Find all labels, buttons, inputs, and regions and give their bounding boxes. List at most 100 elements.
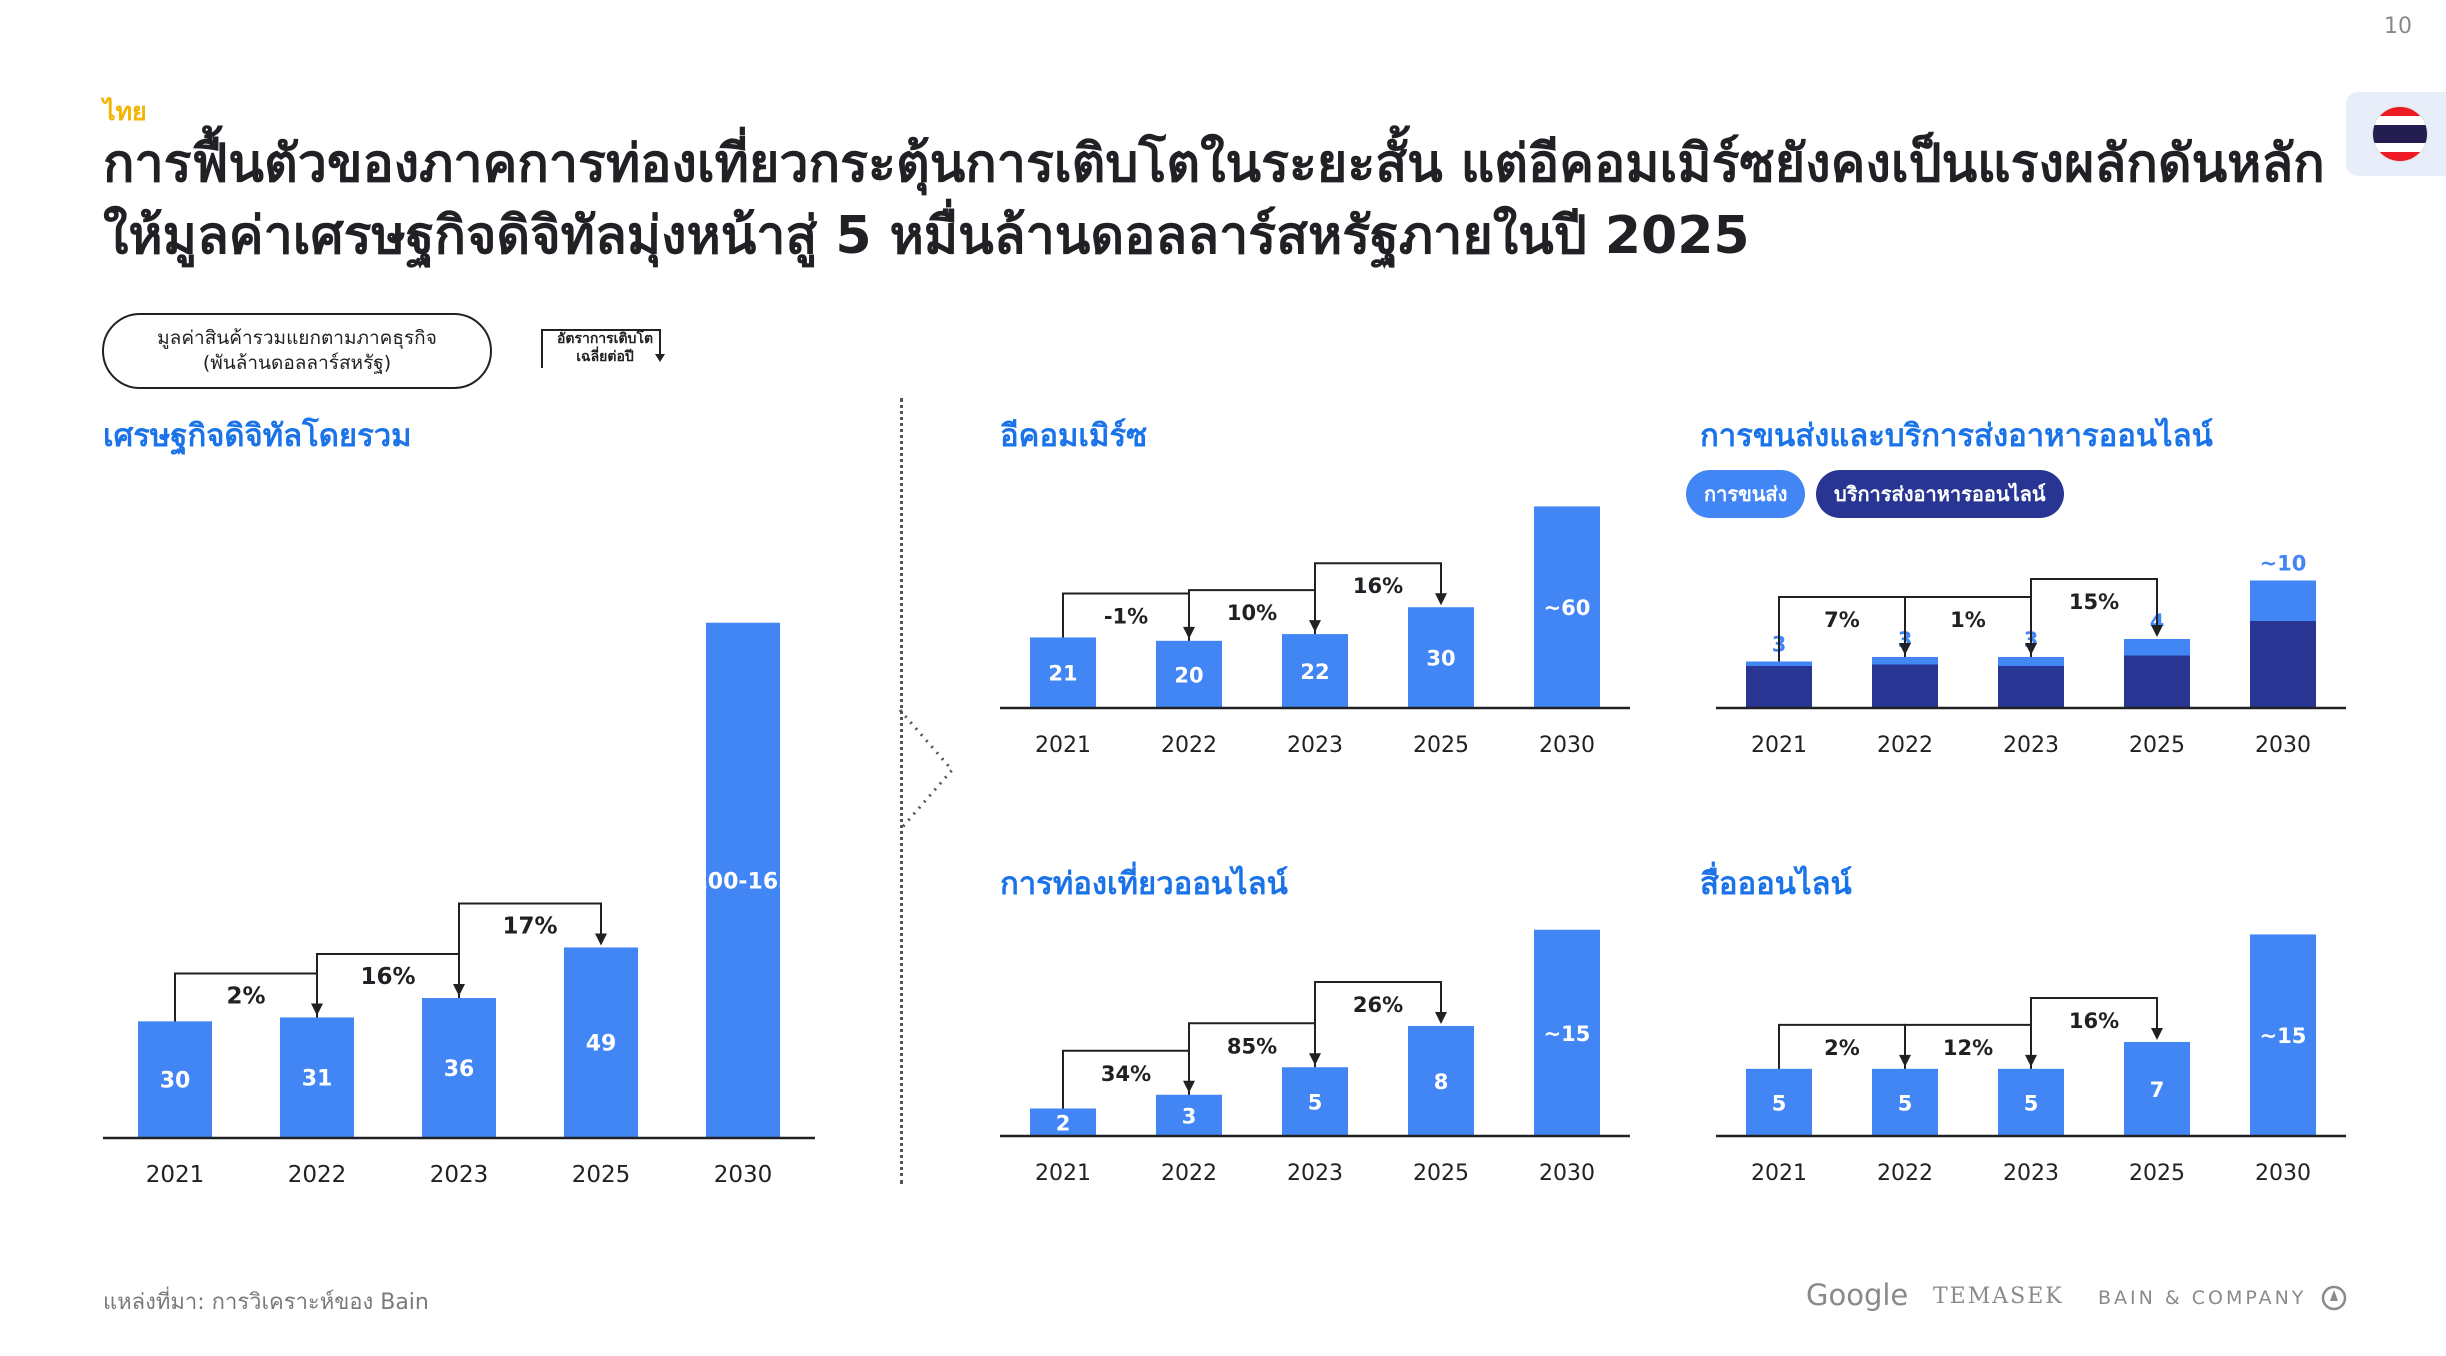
- cagr-label-ecommerce-3: 16%: [1353, 574, 1403, 598]
- bar-ecommerce-2025: [1408, 607, 1474, 708]
- cagr-arrowhead-media-3: [2151, 1027, 2163, 1040]
- cagr-label-media-2: 12%: [1943, 1036, 1993, 1060]
- bar-transport-2030-food: [2250, 621, 2316, 708]
- tick-label-travel-2030: 2030: [1539, 1161, 1595, 1186]
- bar-overall-2023: [422, 998, 496, 1138]
- tick-label-ecommerce-2021: 2021: [1035, 733, 1091, 758]
- bar-media-2023: [1998, 1068, 2064, 1136]
- panel-title-overall: เศรษฐกิจดิจิทัลโดยรวม: [103, 418, 412, 454]
- tick-label-overall-2023: 2023: [430, 1162, 489, 1188]
- page-number: 10: [2384, 14, 2412, 39]
- value-label-overall-2022: 31: [302, 1067, 333, 1092]
- source-note: แหล่งที่มา: การวิเคราะห์ของ Bain: [103, 1290, 429, 1315]
- value-label-ecommerce-2023: 22: [1300, 660, 1329, 684]
- chart-travel: 2 2021 3 2022 5 2023 8 2025 ~15 2030 34% 85% 26%: [1000, 929, 1630, 1186]
- cagr-overall-2: 16%: [316, 953, 465, 1018]
- cagr-media-3: 16%: [2030, 996, 2163, 1069]
- value-legend-line2: (พันล้านดอลลาร์สหรัฐ): [202, 352, 392, 374]
- cagr-label-ecommerce-2: 10%: [1227, 601, 1277, 625]
- cagr-transport-3: 15%: [2030, 578, 2163, 657]
- value-label-travel-2023: 5: [1308, 1091, 1323, 1115]
- value-label-ecommerce-2021: 21: [1048, 662, 1077, 686]
- cagr-label-ecommerce-1: -1%: [1104, 604, 1148, 628]
- tick-label-media-2025: 2025: [2129, 1161, 2185, 1186]
- bar-transport-2022-food: [1872, 664, 1938, 708]
- page-title: การฟื้นตัวของภาคการท่องเที่ยวกระตุ้นการเ…: [103, 134, 2325, 266]
- tick-label-ecommerce-2023: 2023: [1287, 733, 1343, 758]
- cagr-label-transport-2: 1%: [1950, 608, 1986, 632]
- value-legend: มูลค่าสินค้ารวมแยกตามภาคธุรกิจ (พันล้านด…: [102, 313, 492, 389]
- bar-media-2021: [1746, 1068, 1812, 1136]
- value-label-ecommerce-2022: 20: [1174, 663, 1203, 687]
- value-label-travel-2022: 3: [1182, 1104, 1197, 1128]
- section-divider: [900, 398, 903, 1184]
- cagr-bracket-transport-3: [2030, 578, 2158, 657]
- value-label-media-2025: 7: [2150, 1078, 2165, 1102]
- cagr-ecommerce-2: 10%: [1188, 589, 1321, 641]
- chart-media: 5 2021 5 2022 5 2023 7 2025 ~15 2030 2% 12% 16%: [1716, 934, 2346, 1186]
- tick-label-transport-2021: 2021: [1751, 733, 1807, 758]
- tick-label-transport-2030: 2030: [2255, 733, 2311, 758]
- cagr-label-travel-3: 26%: [1353, 993, 1403, 1017]
- bar-ecommerce-2023: [1282, 634, 1348, 708]
- tick-label-media-2022: 2022: [1877, 1161, 1933, 1186]
- tick-label-transport-2022: 2022: [1877, 733, 1933, 758]
- panel-title-media: สื่อออนไลน์: [1700, 866, 1852, 902]
- chart-overall: 30 2021 31 2022 36 2023 49 2025 100-165 2030 2% 16%…: [103, 622, 815, 1188]
- tick-label-travel-2021: 2021: [1035, 1161, 1091, 1186]
- value-label-travel-2030: ~15: [1544, 1022, 1591, 1046]
- bar-transport-2025-food: [2124, 655, 2190, 708]
- bar-travel-2023: [1282, 1067, 1348, 1136]
- country-label: ไทย: [103, 97, 147, 126]
- cagr-label-media-1: 2%: [1824, 1036, 1860, 1060]
- cagr-label-travel-1: 34%: [1101, 1062, 1151, 1086]
- cagr-transport-2: 1%: [1904, 596, 2037, 657]
- cagr-ecommerce-1: -1%: [1062, 592, 1195, 639]
- thailand-flag-icon: [2372, 106, 2428, 162]
- cagr-bracket-ecommerce-3: [1314, 562, 1442, 635]
- tick-label-ecommerce-2022: 2022: [1161, 733, 1217, 758]
- cagr-label-transport-3: 15%: [2069, 590, 2119, 614]
- zoom-connector: [898, 709, 954, 831]
- flag-tab[interactable]: [2346, 92, 2446, 176]
- cagr-overall-3: 17%: [458, 902, 607, 998]
- value-label-travel-2021: 2: [1056, 1111, 1071, 1135]
- cagr-label-transport-1: 7%: [1824, 608, 1860, 632]
- value-label-travel-2025: 8: [1434, 1070, 1449, 1094]
- bar-ecommerce-2030: [1534, 506, 1600, 708]
- cagr-bracket-travel-3: [1314, 981, 1442, 1068]
- bar-transport-2021-transport: [1746, 661, 1812, 666]
- cagr-travel-2: 85%: [1188, 1022, 1321, 1095]
- cagr-media-1: 2%: [1778, 1023, 1911, 1069]
- bar-media-2025: [2124, 1041, 2190, 1136]
- bar-travel-2025: [1408, 1026, 1474, 1136]
- bain-logo-icon: [2321, 1285, 2347, 1311]
- tick-label-travel-2022: 2022: [1161, 1161, 1217, 1186]
- growth-legend-arrow-icon: [541, 329, 665, 368]
- bar-transport-2030-transport: [2250, 580, 2316, 621]
- tick-label-ecommerce-2025: 2025: [1413, 733, 1469, 758]
- cagr-label-overall-2: 16%: [360, 964, 415, 990]
- bar-travel-2030: [1534, 929, 1600, 1136]
- panel-title-ecommerce: อีคอมเมิร์ซ: [1000, 418, 1148, 454]
- bain-logo: BAIN & COMPANY: [2098, 1287, 2307, 1309]
- bar-media-2022: [1872, 1068, 1938, 1136]
- value-label-overall-2030: 100-165: [693, 869, 794, 894]
- cagr-transport-1: 7%: [1778, 596, 1911, 662]
- google-logo: Google: [1806, 1278, 1909, 1312]
- bar-overall-2030: [706, 622, 780, 1138]
- growth-legend-line1: อัตราการเติบโต: [556, 331, 654, 347]
- value-label-overall-2023: 36: [444, 1057, 475, 1082]
- tick-label-media-2021: 2021: [1751, 1161, 1807, 1186]
- value-label-ecommerce-2025: 30: [1426, 647, 1455, 671]
- value-label-media-2021: 5: [1772, 1091, 1787, 1115]
- tick-label-overall-2021: 2021: [146, 1162, 205, 1188]
- cagr-arrowhead-transport-3: [2151, 625, 2163, 637]
- tick-label-transport-2025: 2025: [2129, 733, 2185, 758]
- bar-transport-2023-transport: [1998, 657, 2064, 666]
- value-label-media-2030: ~15: [2260, 1024, 2307, 1048]
- tick-label-travel-2023: 2023: [1287, 1161, 1343, 1186]
- bar-overall-2025: [564, 947, 638, 1138]
- value-label-overall-2025: 49: [586, 1032, 617, 1057]
